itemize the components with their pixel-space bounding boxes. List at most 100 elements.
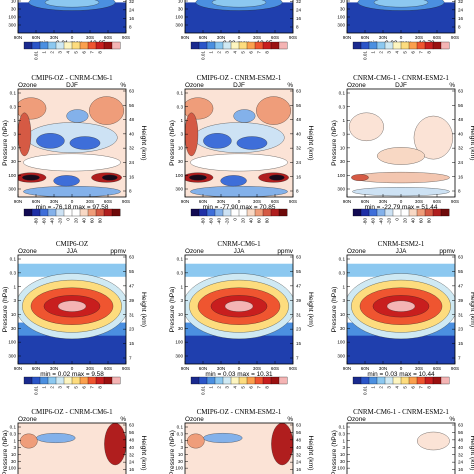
latitude-tick-label: 30S [253, 366, 261, 371]
season-label: DJF [395, 82, 407, 89]
min-max-readout: min = -22.79 max = 51.44 [365, 204, 438, 211]
height-tick-label: 56 [129, 103, 135, 108]
pressure-tick-label: 100 [175, 466, 183, 471]
unit-label: % [287, 82, 293, 89]
latitude-tick-label: 60N [361, 366, 369, 371]
colorbar-swatch [360, 208, 370, 217]
height-tick-label: 56 [296, 103, 302, 108]
height-tick-label: 40 [129, 131, 135, 136]
latitude-tick-label: 0 [238, 366, 241, 371]
pressure-tick-label: 100 [337, 466, 345, 471]
colorbar-tick-label: 0 [66, 218, 71, 221]
latitude-tick-label: 90S [451, 35, 459, 40]
height-tick-label: 63 [296, 423, 302, 428]
colorbar-swatch [352, 41, 362, 50]
colorbar-swatch [63, 376, 73, 385]
height-tick-label: 39 [458, 298, 464, 303]
unit-label: % [449, 416, 455, 423]
pressure-tick-label: 10 [11, 452, 17, 457]
colorbar-swatch [95, 208, 105, 217]
field-label: Ozone [347, 82, 366, 89]
latitude-tick-label: 90N [14, 199, 22, 204]
panel-title: CMIP6-OZ - CNRM-CM6-1 [31, 408, 113, 416]
season-label: JJA [396, 248, 407, 255]
contour-field [347, 255, 455, 364]
diff-contour-white [190, 153, 288, 172]
diff-contour-bottom [23, 186, 121, 197]
latitude-tick-label: 30N [379, 199, 387, 204]
colorbar-tick-label: 4 [395, 386, 400, 389]
colorbar-swatch [95, 376, 105, 385]
height-tick-label: 31 [296, 312, 302, 317]
pressure-axis-label: Pressure (hPa) [331, 120, 338, 166]
colorbar-swatch [400, 41, 410, 50]
contour-field [185, 0, 293, 33]
height-tick-label: 40 [129, 445, 135, 450]
pressure-tick-label: 10 [11, 0, 17, 4]
colorbar-tick-label: 0.01 [201, 386, 206, 395]
pressure-tick-label: 30 [11, 159, 17, 164]
colorbar: 0.01 1 2 3 4 5 6 7 8 [23, 376, 121, 395]
latitude-tick-label: 30N [217, 366, 225, 371]
height-tick-label: 39 [296, 298, 302, 303]
height-tick-label: 63 [129, 255, 135, 260]
colorbar-tick-label: -40 [217, 218, 222, 225]
pressure-tick-label: 100 [175, 340, 183, 345]
contour-field [347, 89, 455, 197]
diff-contour-red-e [104, 423, 126, 466]
colorbar-tick-label: 7 [419, 386, 424, 389]
pressure-tick-label: 10 [178, 145, 184, 150]
colorbar-swatch [384, 376, 394, 385]
colorbar-swatch [71, 41, 81, 50]
colorbar-tick-label: 3 [225, 386, 230, 389]
latitude-tick-label: 60S [271, 35, 279, 40]
colorbar-swatch [416, 41, 426, 50]
latitude-tick-label: 90S [289, 199, 297, 204]
height-tick-label: 31 [129, 312, 135, 317]
latitude-tick-label: 60S [104, 366, 112, 371]
colorbar-tick-label: -40 [50, 218, 55, 225]
ozone-contour-top-inner [44, 0, 100, 8]
latitude-tick-label: 30N [217, 199, 225, 204]
pressure-tick-label: 3 [342, 298, 345, 303]
colorbar-swatch [31, 208, 41, 217]
pressure-tick-label: 300 [175, 23, 183, 28]
colorbar-tick-label: 0.01 [34, 51, 39, 60]
colorbar-tick-label: 3 [387, 386, 392, 389]
colorbar-tick-label: 5 [74, 51, 79, 54]
height-tick-label: 24 [129, 460, 135, 465]
colorbar: -80 -60 -40 -20 0 20 40 60 80 [190, 208, 288, 225]
latitude-tick-label: 60S [271, 366, 279, 371]
latitude-tick-label: 30N [50, 366, 58, 371]
diff-contour-red-w [351, 174, 369, 181]
latitude-tick-label: 90S [289, 35, 297, 40]
colorbar-swatch [103, 41, 113, 50]
colorbar-tick-label: 1 [209, 386, 214, 389]
height-tick-label: 63 [129, 423, 135, 428]
colorbar-tick-label: -80 [363, 218, 368, 225]
height-tick-label: 23 [458, 327, 464, 332]
height-tick-label: 63 [458, 255, 464, 260]
colorbar-tick-label: 8 [265, 386, 270, 389]
pressure-tick-label: 300 [175, 354, 183, 359]
colorbar: 0.01 1 2 3 4 5 6 7 8 [352, 41, 450, 60]
colorbar-swatch [246, 208, 256, 217]
unit-label: % [120, 82, 126, 89]
height-tick-label: 32 [129, 146, 135, 151]
colorbar-swatch [206, 376, 216, 385]
height-tick-label: 24 [458, 7, 464, 12]
height-tick-label: 16 [296, 16, 302, 21]
field-label: Ozone [18, 82, 37, 89]
height-tick-label: 31 [458, 312, 464, 317]
unit-label: % [287, 416, 293, 423]
pressure-tick-label: 10 [340, 145, 346, 150]
colorbar-tick-label: 20 [74, 218, 79, 224]
pressure-tick-label: 0.1 [10, 91, 17, 96]
height-tick-label: 48 [296, 117, 302, 122]
colorbar-tick-label: 40 [249, 218, 254, 224]
latitude-tick-label: 90S [122, 199, 130, 204]
colorbar-swatch [408, 41, 418, 50]
height-tick-label: 63 [129, 89, 135, 94]
